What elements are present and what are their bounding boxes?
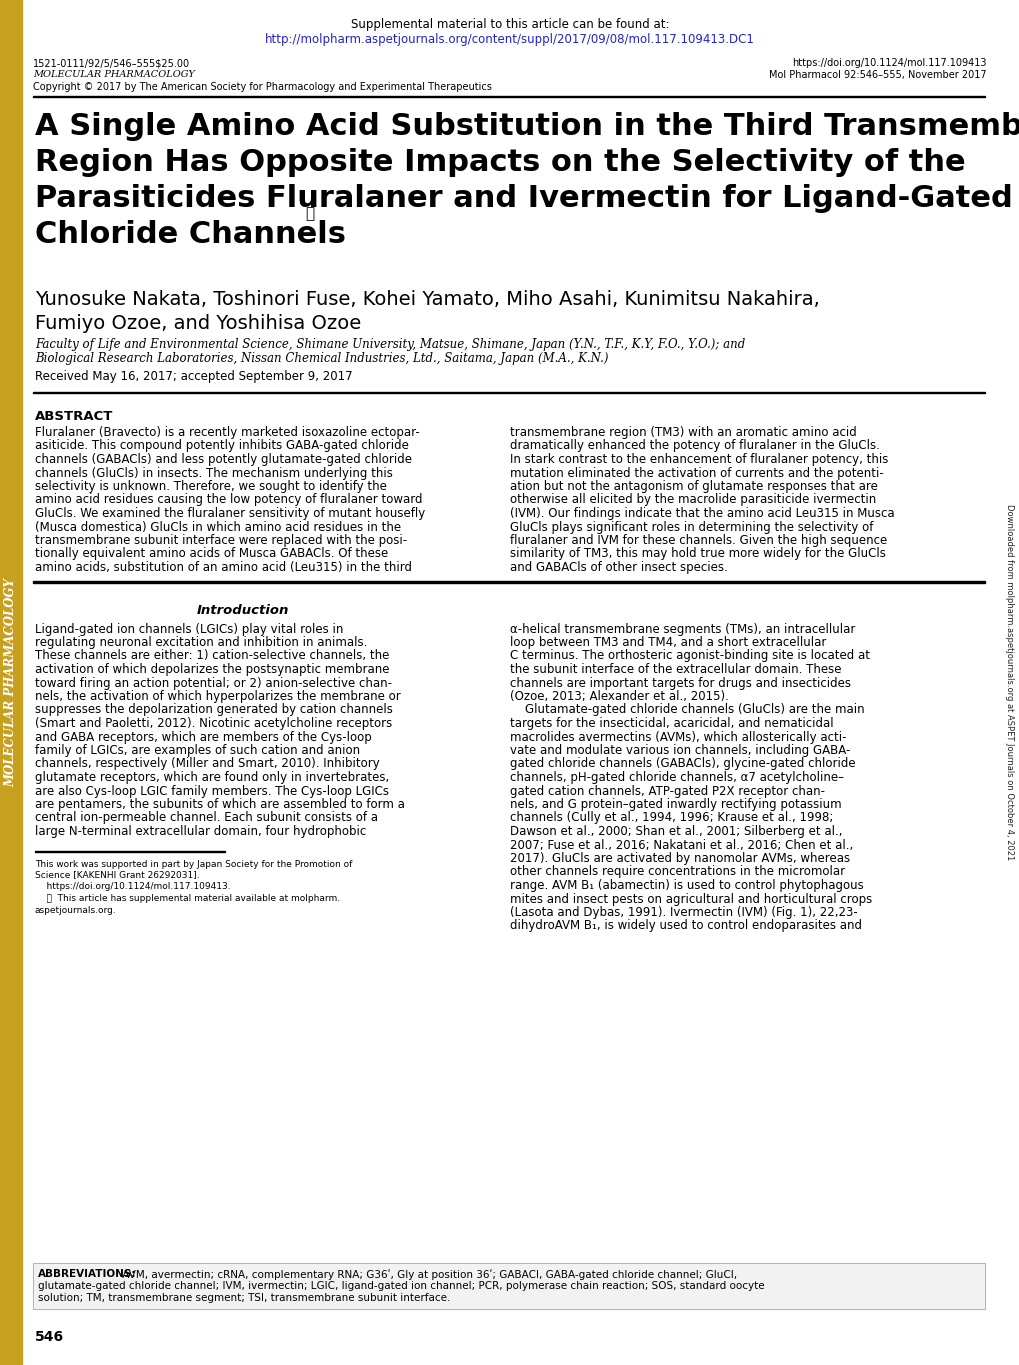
Text: loop between TM3 and TM4, and a short extracellular: loop between TM3 and TM4, and a short ex… [510, 636, 825, 648]
Bar [33, 1263, 984, 1309]
Text: nels, the activation of which hyperpolarizes the membrane or: nels, the activation of which hyperpolar… [35, 689, 400, 703]
Text: tionally equivalent amino acids of Musca GABACls. Of these: tionally equivalent amino acids of Musca… [35, 547, 388, 561]
Text: ABSTRACT: ABSTRACT [35, 410, 113, 423]
Text: similarity of TM3, this may hold true more widely for the GluCls: similarity of TM3, this may hold true mo… [510, 547, 886, 561]
Text: are also Cys-loop LGIC family members. The Cys-loop LGICs: are also Cys-loop LGIC family members. T… [35, 785, 388, 797]
Text: channels (Cully et al., 1994, 1996; Krause et al., 1998;: channels (Cully et al., 1994, 1996; Krau… [510, 812, 833, 824]
Text: gated cation channels, ATP-gated P2X receptor chan-: gated cation channels, ATP-gated P2X rec… [510, 785, 824, 797]
Text: Mol Pharmacol 92:546–555, November 2017: Mol Pharmacol 92:546–555, November 2017 [768, 70, 986, 81]
Text: Biological Research Laboratories, Nissan Chemical Industries, Ltd., Saitama, Jap: Biological Research Laboratories, Nissan… [35, 352, 608, 364]
Text: dramatically enhanced the potency of fluralaner in the GluCls.: dramatically enhanced the potency of flu… [510, 440, 879, 453]
Bar [33, 581, 984, 583]
Text: amino acid residues causing the low potency of fluralaner toward: amino acid residues causing the low pote… [35, 494, 422, 506]
Text: dihydroAVM B₁, is widely used to control endoparasites and: dihydroAVM B₁, is widely used to control… [510, 920, 861, 932]
Text: Fumiyo Ozoe, and Yoshihisa Ozoe: Fumiyo Ozoe, and Yoshihisa Ozoe [35, 314, 361, 333]
Text: Introduction: Introduction [196, 605, 288, 617]
Text: targets for the insecticidal, acaricidal, and nematicidal: targets for the insecticidal, acaricidal… [510, 717, 833, 730]
Text: Ⓢ  This article has supplemental material available at molpharm.: Ⓢ This article has supplemental material… [35, 894, 339, 904]
Text: channels, respectively (Miller and Smart, 2010). Inhibitory: channels, respectively (Miller and Smart… [35, 758, 379, 770]
Text: Yunosuke Nakata, Toshinori Fuse, Kohei Yamato, Miho Asahi, Kunimitsu Nakahira,: Yunosuke Nakata, Toshinori Fuse, Kohei Y… [35, 289, 819, 308]
Text: glutamate receptors, which are found only in invertebrates,: glutamate receptors, which are found onl… [35, 771, 389, 784]
Text: C terminus. The orthosteric agonist-binding site is located at: C terminus. The orthosteric agonist-bind… [510, 650, 869, 662]
Text: (Ozoe, 2013; Alexander et al., 2015).: (Ozoe, 2013; Alexander et al., 2015). [510, 689, 729, 703]
Bar [33, 1263, 984, 1309]
Text: mites and insect pests on agricultural and horticultural crops: mites and insect pests on agricultural a… [510, 893, 871, 905]
Text: transmembrane region (TM3) with an aromatic amino acid: transmembrane region (TM3) with an aroma… [510, 426, 856, 440]
Text: https://doi.org/10.1124/mol.117.109413: https://doi.org/10.1124/mol.117.109413 [792, 57, 986, 68]
Text: nels, and G protein–gated inwardly rectifying potassium: nels, and G protein–gated inwardly recti… [510, 799, 841, 811]
Text: mutation eliminated the activation of currents and the potenti-: mutation eliminated the activation of cu… [510, 467, 882, 479]
Text: channels (GluCls) in insects. The mechanism underlying this: channels (GluCls) in insects. The mechan… [35, 467, 392, 479]
Text: large N-terminal extracellular domain, four hydrophobic: large N-terminal extracellular domain, f… [35, 824, 366, 838]
Text: This work was supported in part by Japan Society for the Promotion of: This work was supported in part by Japan… [35, 860, 352, 870]
Text: range. AVM B₁ (abamectin) is used to control phytophagous: range. AVM B₁ (abamectin) is used to con… [510, 879, 863, 891]
Bar [33, 96, 984, 97]
Bar [0, 0, 22, 1365]
Text: toward firing an action potential; or 2) anion-selective chan-: toward firing an action potential; or 2)… [35, 677, 391, 689]
Text: ation but not the antagonism of glutamate responses that are: ation but not the antagonism of glutamat… [510, 480, 877, 493]
Text: Copyright © 2017 by The American Society for Pharmacology and Experimental Thera: Copyright © 2017 by The American Society… [33, 82, 491, 91]
Text: 1521-0111/92/5/546–555$25.00: 1521-0111/92/5/546–555$25.00 [33, 57, 190, 68]
Text: vate and modulate various ion channels, including GABA-: vate and modulate various ion channels, … [510, 744, 850, 758]
Text: regulating neuronal excitation and inhibition in animals.: regulating neuronal excitation and inhib… [35, 636, 367, 648]
Text: MOLECULAR PHARMACOLOGY: MOLECULAR PHARMACOLOGY [4, 577, 17, 788]
Text: central ion-permeable channel. Each subunit consists of a: central ion-permeable channel. Each subu… [35, 812, 378, 824]
Text: Received May 16, 2017; accepted September 9, 2017: Received May 16, 2017; accepted Septembe… [35, 370, 353, 384]
Text: selectivity is unknown. Therefore, we sought to identify the: selectivity is unknown. Therefore, we so… [35, 480, 386, 493]
Text: GluCls plays significant roles in determining the selectivity of: GluCls plays significant roles in determ… [510, 520, 872, 534]
Text: asiticide. This compound potently inhibits GABA-gated chloride: asiticide. This compound potently inhibi… [35, 440, 409, 453]
Text: fluralaner and IVM for these channels. Given the high sequence: fluralaner and IVM for these channels. G… [510, 534, 887, 547]
Text: glutamate-gated chloride channel; IVM, ivermectin; LGIC, ligand-gated ion channe: glutamate-gated chloride channel; IVM, i… [38, 1280, 764, 1291]
Text: AVM, avermectin; cRNA, complementary RNA; G36ʹ, Gly at position 36ʹ; GABACl, GAB: AVM, avermectin; cRNA, complementary RNA… [119, 1269, 737, 1280]
Text: channels, pH-gated chloride channels, α7 acetylcholine–: channels, pH-gated chloride channels, α7… [510, 771, 843, 784]
Text: (Musca domestica) GluCls in which amino acid residues in the: (Musca domestica) GluCls in which amino … [35, 520, 400, 534]
Text: channels (GABACls) and less potently glutamate-gated chloride: channels (GABACls) and less potently glu… [35, 453, 412, 465]
Text: Glutamate-gated chloride channels (GluCls) are the main: Glutamate-gated chloride channels (GluCl… [510, 703, 864, 717]
Text: and GABA receptors, which are members of the Cys-loop: and GABA receptors, which are members of… [35, 730, 371, 744]
Text: Downloaded from molpharm.aspetjournals.org at ASPET Journals on October 4, 2021: Downloaded from molpharm.aspetjournals.o… [1005, 505, 1014, 860]
Text: Fluralaner (Bravecto) is a recently marketed isoxazoline ectopar-: Fluralaner (Bravecto) is a recently mark… [35, 426, 420, 440]
Text: Ⓢ: Ⓢ [305, 206, 314, 221]
Text: amino acids, substitution of an amino acid (Leu315) in the third: amino acids, substitution of an amino ac… [35, 561, 412, 575]
Text: These channels are either: 1) cation-selective channels, the: These channels are either: 1) cation-sel… [35, 650, 389, 662]
Text: aspetjournals.org.: aspetjournals.org. [35, 906, 116, 915]
Text: are pentamers, the subunits of which are assembled to form a: are pentamers, the subunits of which are… [35, 799, 405, 811]
Text: macrolides avermectins (AVMs), which allosterically acti-: macrolides avermectins (AVMs), which all… [510, 730, 846, 744]
Text: otherwise all elicited by the macrolide parasiticide ivermectin: otherwise all elicited by the macrolide … [510, 494, 875, 506]
Text: (IVM). Our findings indicate that the amino acid Leu315 in Musca: (IVM). Our findings indicate that the am… [510, 506, 894, 520]
Text: Chloride Channels: Chloride Channels [35, 220, 345, 248]
Text: Science [KAKENHI Grant 26292031].: Science [KAKENHI Grant 26292031]. [35, 870, 200, 879]
Text: Parasiticides Fluralaner and Ivermectin for Ligand-Gated: Parasiticides Fluralaner and Ivermectin … [35, 184, 1012, 213]
Text: transmembrane subunit interface were replaced with the posi-: transmembrane subunit interface were rep… [35, 534, 407, 547]
Text: 2017). GluCls are activated by nanomolar AVMs, whereas: 2017). GluCls are activated by nanomolar… [510, 852, 849, 865]
Text: and GABACls of other insect species.: and GABACls of other insect species. [510, 561, 727, 575]
Text: GluCls. We examined the fluralaner sensitivity of mutant housefly: GluCls. We examined the fluralaner sensi… [35, 506, 425, 520]
Text: ABBREVIATIONS:: ABBREVIATIONS: [38, 1269, 137, 1279]
Text: α-helical transmembrane segments (TMs), an intracellular: α-helical transmembrane segments (TMs), … [510, 622, 855, 636]
Text: https://doi.org/10.1124/mol.117.109413.: https://doi.org/10.1124/mol.117.109413. [35, 882, 230, 891]
Text: A Single Amino Acid Substitution in the Third Transmembrane: A Single Amino Acid Substitution in the … [35, 112, 1019, 141]
Text: channels are important targets for drugs and insecticides: channels are important targets for drugs… [510, 677, 850, 689]
Bar [33, 392, 984, 393]
Text: Faculty of Life and Environmental Science, Shimane University, Matsue, Shimane, : Faculty of Life and Environmental Scienc… [35, 339, 745, 351]
Text: Dawson et al., 2000; Shan et al., 2001; Silberberg et al.,: Dawson et al., 2000; Shan et al., 2001; … [510, 824, 842, 838]
Text: 546: 546 [35, 1330, 64, 1345]
Text: other channels require concentrations in the micromolar: other channels require concentrations in… [510, 865, 845, 879]
Text: 2007; Fuse et al., 2016; Nakatani et al., 2016; Chen et al.,: 2007; Fuse et al., 2016; Nakatani et al.… [510, 838, 853, 852]
Text: the subunit interface of the extracellular domain. These: the subunit interface of the extracellul… [510, 663, 841, 676]
Text: solution; TM, transmembrane segment; TSI, transmembrane subunit interface.: solution; TM, transmembrane segment; TSI… [38, 1293, 450, 1304]
Text: Region Has Opposite Impacts on the Selectivity of the: Region Has Opposite Impacts on the Selec… [35, 147, 965, 177]
Text: (Lasota and Dybas, 1991). Ivermectin (IVM) (Fig. 1), 22,23-: (Lasota and Dybas, 1991). Ivermectin (IV… [510, 906, 857, 919]
Text: Supplemental material to this article can be found at:: Supplemental material to this article ca… [351, 18, 668, 31]
Text: Ligand-gated ion channels (LGICs) play vital roles in: Ligand-gated ion channels (LGICs) play v… [35, 622, 343, 636]
Text: In stark contrast to the enhancement of fluralaner potency, this: In stark contrast to the enhancement of … [510, 453, 888, 465]
Text: family of LGICs, are examples of such cation and anion: family of LGICs, are examples of such ca… [35, 744, 360, 758]
Text: suppresses the depolarization generated by cation channels: suppresses the depolarization generated … [35, 703, 392, 717]
Text: MOLECULAR PHARMACOLOGY: MOLECULAR PHARMACOLOGY [33, 70, 195, 79]
Text: activation of which depolarizes the postsynaptic membrane: activation of which depolarizes the post… [35, 663, 389, 676]
Text: (Smart and Paoletti, 2012). Nicotinic acetylcholine receptors: (Smart and Paoletti, 2012). Nicotinic ac… [35, 717, 392, 730]
Text: gated chloride channels (GABACls), glycine-gated chloride: gated chloride channels (GABACls), glyci… [510, 758, 855, 770]
Text: http://molpharm.aspetjournals.org/content/suppl/2017/09/08/mol.117.109413.DC1: http://molpharm.aspetjournals.org/conten… [265, 33, 754, 46]
